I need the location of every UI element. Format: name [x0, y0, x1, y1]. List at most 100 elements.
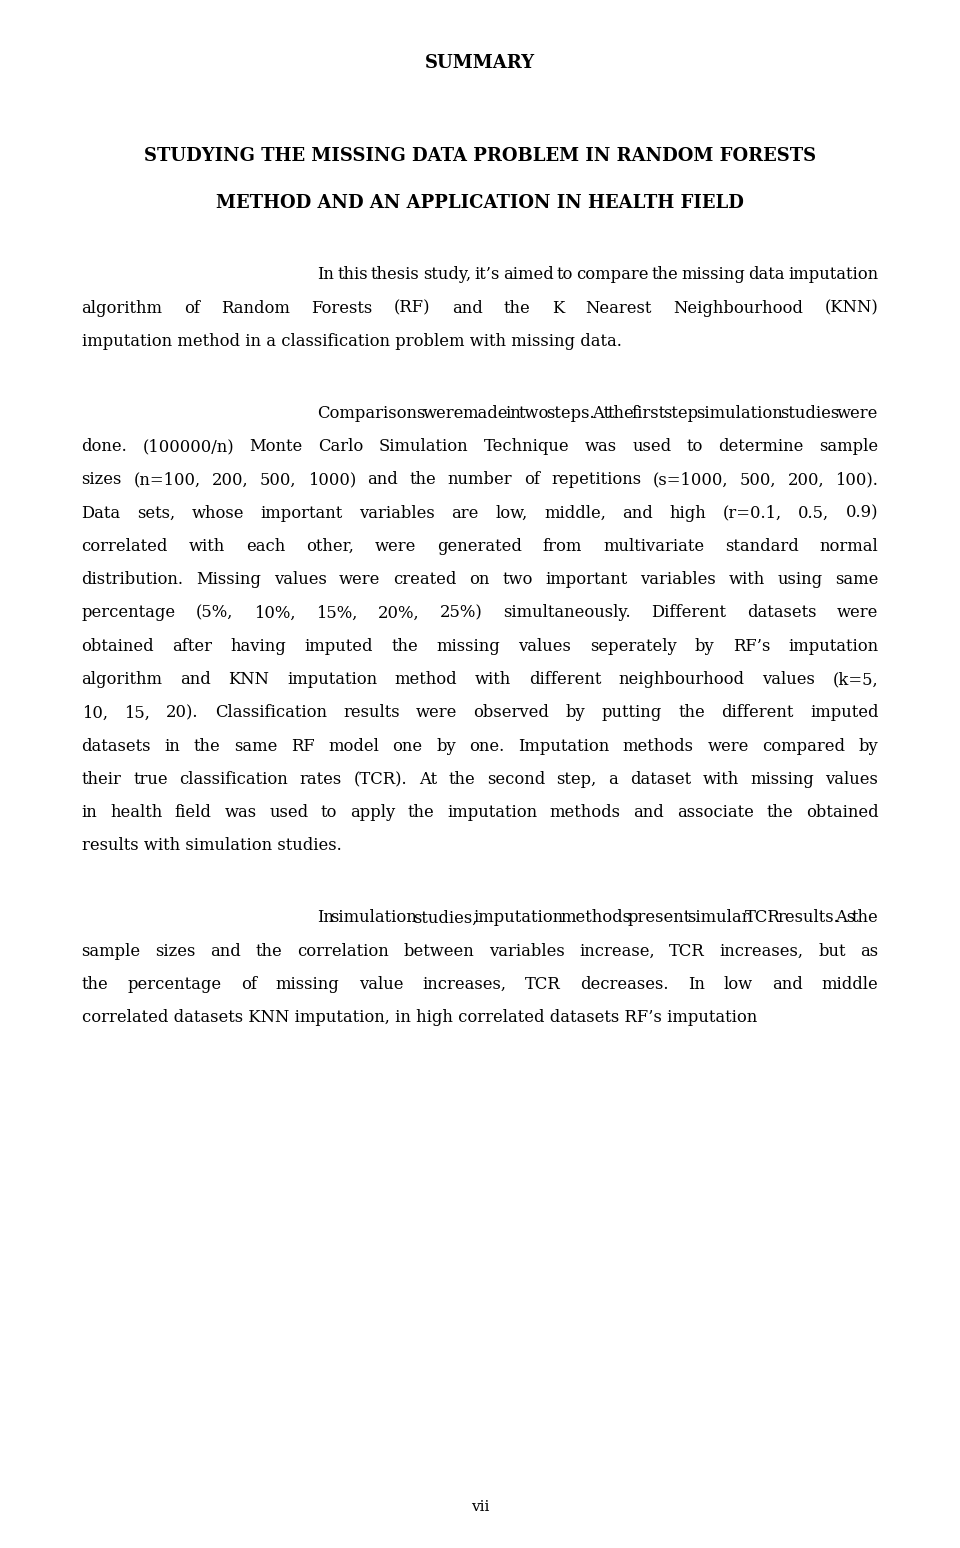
Text: their: their — [82, 771, 122, 788]
Text: obtained: obtained — [82, 638, 155, 655]
Text: health: health — [110, 803, 162, 820]
Text: 500,: 500, — [260, 471, 297, 488]
Text: RF’s: RF’s — [732, 638, 770, 655]
Text: methods: methods — [550, 803, 621, 820]
Text: 15%,: 15%, — [316, 604, 357, 621]
Text: present: present — [627, 909, 690, 926]
Text: different: different — [721, 704, 794, 721]
Text: In: In — [317, 909, 334, 926]
Text: 25%): 25%) — [440, 604, 483, 621]
Text: the: the — [504, 300, 531, 316]
Text: (RF): (RF) — [395, 300, 431, 316]
Text: this: this — [337, 266, 368, 283]
Text: between: between — [403, 943, 474, 960]
Text: done.: done. — [82, 438, 128, 455]
Text: important: important — [261, 505, 343, 522]
Text: the: the — [410, 471, 437, 488]
Text: and: and — [368, 471, 398, 488]
Text: results with simulation studies.: results with simulation studies. — [82, 837, 342, 854]
Text: simulation: simulation — [696, 404, 782, 421]
Text: model: model — [328, 737, 379, 754]
Text: missing: missing — [750, 771, 814, 788]
Text: Carlo: Carlo — [319, 438, 364, 455]
Text: imputation method in a classification problem with missing data.: imputation method in a classification pr… — [82, 333, 621, 350]
Text: and: and — [180, 670, 211, 687]
Text: to: to — [686, 438, 703, 455]
Text: algorithm: algorithm — [82, 670, 162, 687]
Text: values: values — [518, 638, 571, 655]
Text: first: first — [632, 404, 666, 421]
Text: correlated: correlated — [82, 537, 168, 554]
Text: each: each — [246, 537, 285, 554]
Text: whose: whose — [192, 505, 244, 522]
Text: Comparisons: Comparisons — [317, 404, 425, 421]
Text: STUDYING THE MISSING DATA PROBLEM IN RANDOM FORESTS: STUDYING THE MISSING DATA PROBLEM IN RAN… — [144, 147, 816, 166]
Text: (n=100,: (n=100, — [133, 471, 201, 488]
Text: in: in — [82, 803, 97, 820]
Text: aimed: aimed — [503, 266, 554, 283]
Text: imputation: imputation — [788, 638, 878, 655]
Text: data: data — [749, 266, 785, 283]
Text: the: the — [392, 638, 419, 655]
Text: were: were — [374, 537, 417, 554]
Text: Neighbourhood: Neighbourhood — [673, 300, 804, 316]
Text: (5%,: (5%, — [196, 604, 233, 621]
Text: the: the — [852, 909, 878, 926]
Text: were: were — [708, 737, 749, 754]
Text: low,: low, — [495, 505, 528, 522]
Text: decreases.: decreases. — [580, 975, 668, 992]
Text: 200,: 200, — [787, 471, 824, 488]
Text: important: important — [545, 571, 628, 588]
Text: missing: missing — [682, 266, 746, 283]
Text: Forests: Forests — [311, 300, 372, 316]
Text: second: second — [487, 771, 545, 788]
Text: from: from — [542, 537, 582, 554]
Text: variables: variables — [359, 505, 435, 522]
Text: a: a — [609, 771, 618, 788]
Text: imputed: imputed — [304, 638, 373, 655]
Text: simular: simular — [686, 909, 749, 926]
Text: missing: missing — [437, 638, 500, 655]
Text: datasets: datasets — [82, 737, 151, 754]
Text: putting: putting — [602, 704, 662, 721]
Text: was: was — [225, 803, 256, 820]
Text: associate: associate — [677, 803, 754, 820]
Text: the: the — [652, 266, 679, 283]
Text: determine: determine — [718, 438, 804, 455]
Text: of: of — [184, 300, 200, 316]
Text: were: were — [837, 404, 878, 421]
Text: As: As — [835, 909, 855, 926]
Text: created: created — [394, 571, 457, 588]
Text: (100000/n): (100000/n) — [143, 438, 234, 455]
Text: with: with — [475, 670, 512, 687]
Text: Random: Random — [222, 300, 290, 316]
Text: step: step — [663, 404, 699, 421]
Text: and: and — [634, 803, 664, 820]
Text: was: was — [585, 438, 617, 455]
Text: 10,: 10, — [82, 704, 108, 721]
Text: steps.: steps. — [546, 404, 594, 421]
Text: imputed: imputed — [810, 704, 878, 721]
Text: sample: sample — [82, 943, 141, 960]
Text: Missing: Missing — [196, 571, 261, 588]
Text: observed: observed — [473, 704, 549, 721]
Text: variables: variables — [640, 571, 716, 588]
Text: value: value — [359, 975, 403, 992]
Text: and: and — [210, 943, 241, 960]
Text: imputation: imputation — [788, 266, 878, 283]
Text: and: and — [772, 975, 803, 992]
Text: methods: methods — [623, 737, 694, 754]
Text: simultaneously.: simultaneously. — [503, 604, 631, 621]
Text: made: made — [462, 404, 508, 421]
Text: same: same — [835, 571, 878, 588]
Text: the: the — [766, 803, 793, 820]
Text: Classification: Classification — [215, 704, 326, 721]
Text: SUMMARY: SUMMARY — [425, 54, 535, 73]
Text: missing: missing — [276, 975, 340, 992]
Text: step,: step, — [557, 771, 597, 788]
Text: neighbourhood: neighbourhood — [619, 670, 745, 687]
Text: on: on — [469, 571, 490, 588]
Text: In: In — [687, 975, 705, 992]
Text: sample: sample — [819, 438, 878, 455]
Text: used: used — [633, 438, 671, 455]
